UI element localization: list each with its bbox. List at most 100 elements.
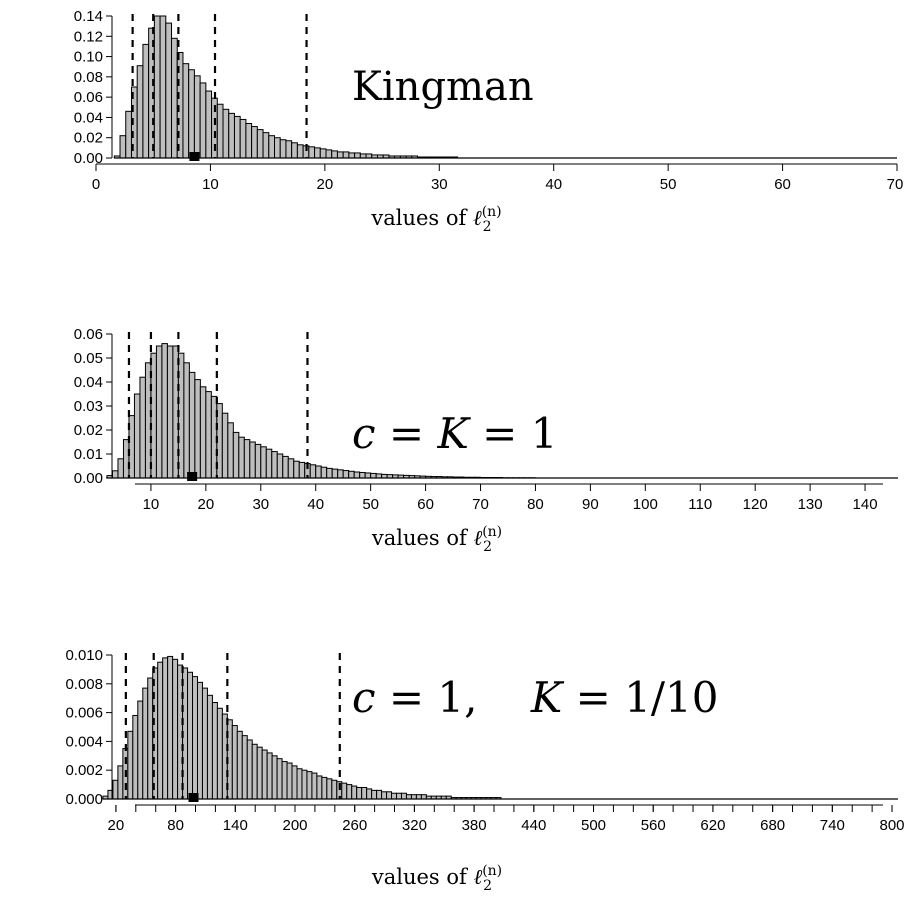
x-tick-label: 40 <box>545 176 562 193</box>
histogram-bar <box>351 785 358 800</box>
histogram-bar <box>122 439 130 479</box>
histogram-bar <box>125 110 132 159</box>
x-tick-label: 140 <box>223 817 248 834</box>
y-tick-label: 0.00 <box>74 470 103 487</box>
histogram-bar <box>370 472 377 479</box>
histogram-bar <box>256 746 263 800</box>
x-tick-label: 110 <box>688 496 712 513</box>
y-tick-label: 0.01 <box>74 446 103 463</box>
y-tick-label: 0.05 <box>74 350 103 367</box>
histogram-bar <box>171 37 178 159</box>
x-tick-label: 70 <box>472 496 489 513</box>
x-tick-label: 70 <box>887 176 904 193</box>
histogram-bar <box>371 789 378 800</box>
histogram-bar <box>281 761 288 800</box>
y-tick-label: 0.000 <box>65 791 103 808</box>
histogram-bar <box>291 765 298 800</box>
histogram-bar <box>361 786 368 800</box>
y-tick-label: 0.02 <box>74 130 103 147</box>
histogram-bar <box>320 466 328 479</box>
histogram-bar <box>405 794 412 800</box>
x-tick-label: 740 <box>820 817 845 834</box>
histogram-bar <box>142 43 150 159</box>
histogram-bar <box>166 345 174 479</box>
x-tick-label: 130 <box>798 496 823 513</box>
histogram-bar <box>276 758 283 800</box>
y-tick-label: 0.002 <box>65 762 103 779</box>
histogram-bar <box>260 446 267 479</box>
histogram-bar <box>298 461 306 479</box>
histogram-bar <box>309 464 317 479</box>
x-tick-label: 10 <box>202 176 219 193</box>
x-tick-label: 680 <box>760 817 785 834</box>
histogram-bar <box>356 786 363 800</box>
histogram-bar <box>205 391 212 479</box>
histogram-bar <box>182 63 190 159</box>
histogram-bar <box>282 455 289 479</box>
x-tick-label: 30 <box>252 496 269 513</box>
histogram-bar <box>262 132 270 159</box>
histogram-bar <box>316 775 323 800</box>
histogram-bar <box>375 473 383 479</box>
x-tick-label: 90 <box>582 496 599 513</box>
x-tick-label: 560 <box>641 817 666 834</box>
histogram-bar <box>315 465 322 479</box>
histogram-bar <box>127 730 134 800</box>
panel-annotation: c = K = 1 <box>352 409 557 458</box>
histogram-bar <box>296 144 304 159</box>
histogram-bar <box>201 687 208 800</box>
histogram-bar <box>216 103 224 159</box>
histogram-bar <box>348 152 356 159</box>
histogram-bar <box>381 791 388 800</box>
histogram-bar <box>222 108 230 159</box>
y-tick-label: 0.08 <box>74 69 103 86</box>
histogram-bar <box>268 135 276 159</box>
histogram-bar <box>199 82 207 159</box>
histogram-bar <box>133 393 141 479</box>
histogram-bar <box>245 123 253 159</box>
x-tick-label: 30 <box>431 176 448 193</box>
histogram-bar <box>211 702 218 800</box>
histogram-bar <box>271 451 278 479</box>
histogram-bar <box>227 422 234 479</box>
histogram-bar <box>239 118 247 159</box>
histogram-bar <box>119 135 127 159</box>
histogram-bar <box>285 140 293 159</box>
x-tick-label: 10 <box>143 496 160 513</box>
histogram-bar <box>159 15 167 159</box>
x-tick-label: 20 <box>108 817 125 834</box>
mean-marker <box>189 152 200 161</box>
histogram-bar <box>331 779 338 800</box>
histogram-bar <box>311 772 318 800</box>
x-tick-label: 200 <box>282 817 307 834</box>
histogram-bar <box>359 153 367 159</box>
histogram-bar <box>251 743 258 800</box>
histogram-bar <box>199 386 207 479</box>
histogram-bar <box>271 755 278 800</box>
x-tick-label: 20 <box>317 176 334 193</box>
histogram-bar <box>132 714 139 800</box>
x-tick-label: 20 <box>198 496 215 513</box>
histogram-bar <box>326 467 333 479</box>
y-tick-label: 0.14 <box>74 8 103 25</box>
histogram-bar <box>117 458 124 479</box>
histogram-bar <box>238 436 245 479</box>
histogram-bar <box>391 792 398 800</box>
x-tick-label: 80 <box>167 817 184 834</box>
histogram-bar <box>287 458 295 479</box>
histogram-bar <box>157 661 164 800</box>
histogram-bar <box>274 137 281 159</box>
y-tick-label: 0.006 <box>65 705 103 722</box>
y-tick-label: 0.010 <box>65 647 103 664</box>
histogram-bar <box>396 792 402 800</box>
histogram-bar <box>276 453 284 479</box>
mean-marker <box>187 472 198 481</box>
histogram-bar <box>293 460 300 479</box>
histogram-bar <box>296 768 303 800</box>
histogram-bar <box>221 412 229 479</box>
histogram-bar <box>194 379 201 479</box>
histogram-bar <box>386 791 393 800</box>
histogram-bar <box>341 782 348 800</box>
x-tick-label: 800 <box>880 817 905 834</box>
